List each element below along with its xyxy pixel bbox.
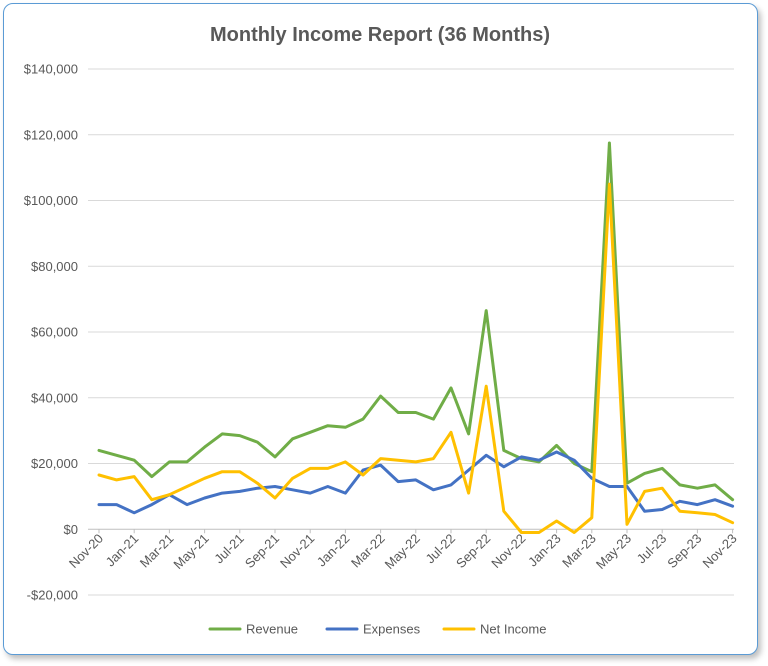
y-tick-label: -$20,000: [27, 588, 78, 603]
series-line-expenses: [97, 450, 735, 515]
x-tick-label: Mar-22: [348, 531, 388, 571]
y-tick-label: $140,000: [24, 62, 78, 77]
y-tick-label: $120,000: [24, 127, 78, 142]
x-tick-label: Sep-21: [242, 531, 282, 571]
chart-frame: [3, 3, 758, 655]
x-tick-label: Nov-21: [277, 531, 317, 571]
series-lines: [97, 141, 735, 534]
y-tick-label: $0: [64, 522, 78, 537]
x-tick-label: Jan-22: [314, 531, 353, 570]
legend-label: Expenses: [363, 622, 421, 637]
x-tick-label: Mar-21: [137, 531, 177, 571]
x-tick-label: Sep-22: [453, 531, 493, 571]
x-tick-label: Nov-20: [66, 531, 106, 571]
y-tick-label: $20,000: [31, 456, 78, 471]
gridlines: [88, 68, 734, 596]
x-tick-label: Jan-21: [103, 531, 142, 570]
legend-label: Revenue: [246, 622, 298, 637]
x-tick-label: May-22: [382, 531, 423, 572]
x-tick-label: Nov-23: [699, 531, 739, 571]
y-tick-label: $80,000: [31, 259, 78, 274]
x-tick-label: Sep-23: [664, 531, 704, 571]
x-tick-label: May-21: [170, 531, 211, 572]
legend-label: Net Income: [480, 622, 546, 637]
y-tick-label: $40,000: [31, 390, 78, 405]
series-line-revenue: [97, 141, 735, 502]
y-tick-label: $60,000: [31, 325, 78, 340]
legend: Revenue Expenses Net Income: [208, 622, 546, 637]
x-tick-label: Mar-23: [559, 531, 599, 571]
series-line-net-income: [97, 182, 735, 534]
x-tick-label: May-23: [593, 531, 634, 572]
x-tick-label: Nov-22: [488, 531, 528, 571]
x-tick-label: Jan-23: [525, 531, 564, 570]
chart-title: Monthly Income Report (36 Months): [210, 24, 550, 46]
y-axis-ticks: -$20,000 $0 $20,000 $40,000 $60,000 $80,000 $1…: [24, 62, 78, 603]
y-tick-label: $100,000: [24, 193, 78, 208]
